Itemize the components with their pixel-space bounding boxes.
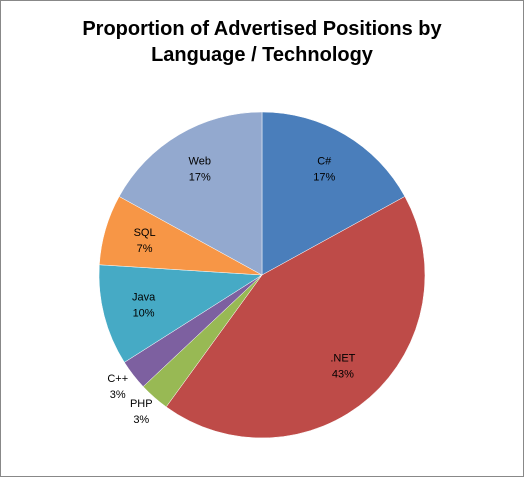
slice-label: Java [132, 291, 156, 303]
value-label: 3% [133, 414, 149, 426]
slice-label: C++ [107, 373, 128, 385]
slice-label: PHP [130, 398, 153, 410]
pie-slice [261, 111, 406, 276]
pie-slice [165, 196, 426, 439]
value-label: 7% [137, 243, 153, 255]
pie-slice [98, 264, 263, 363]
slice-label: SQL [134, 227, 156, 239]
value-label: 17% [313, 172, 335, 184]
value-label: 10% [133, 307, 155, 319]
chart-title: Proportion of Advertised Positions by Lan… [82, 18, 442, 66]
value-label: 3% [110, 389, 126, 401]
value-label: 43% [332, 369, 354, 381]
slice-label: Web [189, 156, 211, 168]
value-label: 17% [189, 172, 211, 184]
slice-label: C# [317, 156, 332, 168]
pie-slice [118, 111, 263, 276]
slice-label: .NET [330, 353, 355, 365]
